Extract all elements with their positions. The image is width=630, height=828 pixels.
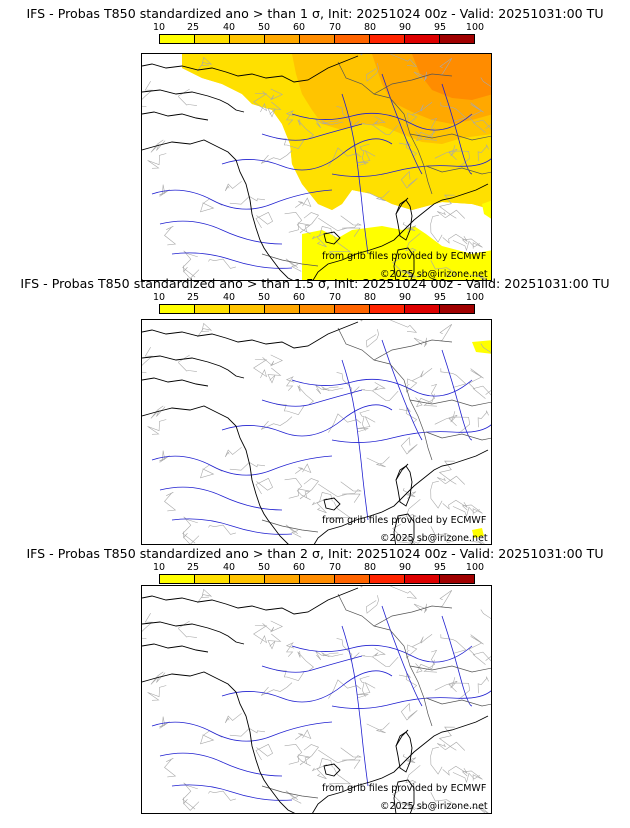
map-panel-1sigma: IFS - Probas T850 standardized ano > tha… <box>0 5 630 281</box>
coastlines <box>142 587 489 813</box>
colorbar-swatch <box>195 575 230 583</box>
colorbar-swatch <box>440 35 474 43</box>
probability-shading <box>472 340 491 538</box>
colorbar-tick-label: 80 <box>363 292 377 303</box>
admin-boundaries <box>142 54 491 280</box>
colorbar-tick-label: 10 <box>152 292 166 303</box>
colorbar-swatch <box>265 35 300 43</box>
colorbar-swatch <box>230 35 265 43</box>
colorbar-tick-label: 50 <box>257 22 271 33</box>
country-borders <box>261 593 491 799</box>
france-probability-map <box>142 586 491 813</box>
map-panel-2sigma: IFS - Probas T850 standardized ano > tha… <box>0 545 630 821</box>
colorbar-swatch <box>300 575 335 583</box>
colorbar-tick-label: 100 <box>465 562 485 573</box>
panel-title: IFS - Probas T850 standardized ano > tha… <box>26 6 604 21</box>
colorbar-tick-label: 60 <box>292 22 306 33</box>
colorbar-swatch <box>440 305 474 313</box>
colorbar-tick-label: 95 <box>433 292 447 303</box>
colorbar-tick-label: 100 <box>465 292 485 303</box>
colorbar-tick-label: 10 <box>152 562 166 573</box>
country-borders <box>261 327 491 533</box>
panel-title: IFS - Probas T850 standardized ano > tha… <box>20 276 610 291</box>
colorbar-tick-label: 60 <box>292 292 306 303</box>
colorbar-tick-label: 95 <box>433 562 447 573</box>
colorbar-tick-label: 80 <box>363 562 377 573</box>
colorbar-tick-label: 90 <box>398 22 412 33</box>
colorbar-scale <box>159 304 475 314</box>
admin-boundaries <box>142 320 491 544</box>
colorbar-swatch <box>405 575 440 583</box>
colorbar-swatch <box>300 35 335 43</box>
colorbar-tick-label: 25 <box>186 292 200 303</box>
coastlines <box>142 55 489 280</box>
colorbar-tick-label: 95 <box>433 22 447 33</box>
rivers <box>151 73 491 269</box>
colorbar-tick-label: 40 <box>222 292 236 303</box>
colorbar-tick-label: 90 <box>398 562 412 573</box>
colorbar-tick-label: 40 <box>222 562 236 573</box>
colorbar-swatch <box>370 575 405 583</box>
map-panel-1p5sigma: IFS - Probas T850 standardized ano > tha… <box>0 275 630 551</box>
data-source-credit: from grib files provided by ECMWF <box>322 251 487 262</box>
colorbar-swatch <box>405 305 440 313</box>
colorbar-swatch <box>160 575 195 583</box>
data-source-credit: from grib files provided by ECMWF <box>322 783 487 794</box>
colorbar-swatch <box>160 35 195 43</box>
colorbar-swatch <box>335 305 370 313</box>
colorbar-swatch <box>370 35 405 43</box>
colorbar-scale <box>159 34 475 44</box>
colorbar-tick-label: 80 <box>363 22 377 33</box>
colorbar-tick-label: 40 <box>222 22 236 33</box>
colorbar-tick-label: 60 <box>292 562 306 573</box>
copyright-text: ©2025 sb@irizone.net <box>380 801 488 812</box>
colorbar-swatch <box>300 305 335 313</box>
colorbar-tick-label: 25 <box>186 22 200 33</box>
france-probability-map <box>142 54 491 280</box>
colorbar-scale <box>159 574 475 584</box>
colorbar-tick-label: 70 <box>328 22 342 33</box>
colorbar-tick-label: 70 <box>328 292 342 303</box>
rivers <box>151 339 491 535</box>
colorbar-swatch <box>160 305 195 313</box>
colorbar-tick-label: 25 <box>186 562 200 573</box>
colorbar-tick-label: 100 <box>465 22 485 33</box>
coastlines <box>142 321 489 544</box>
colorbar-tick-label: 50 <box>257 562 271 573</box>
admin-boundaries <box>142 586 491 813</box>
colorbar-swatch <box>335 575 370 583</box>
colorbar-swatch <box>440 575 474 583</box>
map-frame <box>141 53 492 281</box>
panel-title: IFS - Probas T850 standardized ano > tha… <box>26 546 604 561</box>
colorbar-swatch <box>265 305 300 313</box>
copyright-text: ©2025 sb@irizone.net <box>380 533 488 544</box>
map-frame <box>141 585 492 814</box>
colorbar-swatch <box>405 35 440 43</box>
colorbar-tick-label: 50 <box>257 292 271 303</box>
colorbar-swatch <box>230 575 265 583</box>
colorbar-swatch <box>335 35 370 43</box>
colorbar-swatch <box>265 575 300 583</box>
colorbar-tick-label: 90 <box>398 292 412 303</box>
rivers <box>151 605 491 801</box>
probability-shading <box>182 54 491 280</box>
colorbar-swatch <box>370 305 405 313</box>
france-probability-map <box>142 320 491 544</box>
copyright-text: ©2025 sb@irizone.net <box>380 269 488 280</box>
map-frame <box>141 319 492 545</box>
data-source-credit: from grib files provided by ECMWF <box>322 515 487 526</box>
colorbar-tick-label: 70 <box>328 562 342 573</box>
colorbar-swatch <box>195 305 230 313</box>
colorbar-tick-label: 10 <box>152 22 166 33</box>
colorbar-swatch <box>195 35 230 43</box>
country-borders <box>261 61 491 267</box>
colorbar-swatch <box>230 305 265 313</box>
